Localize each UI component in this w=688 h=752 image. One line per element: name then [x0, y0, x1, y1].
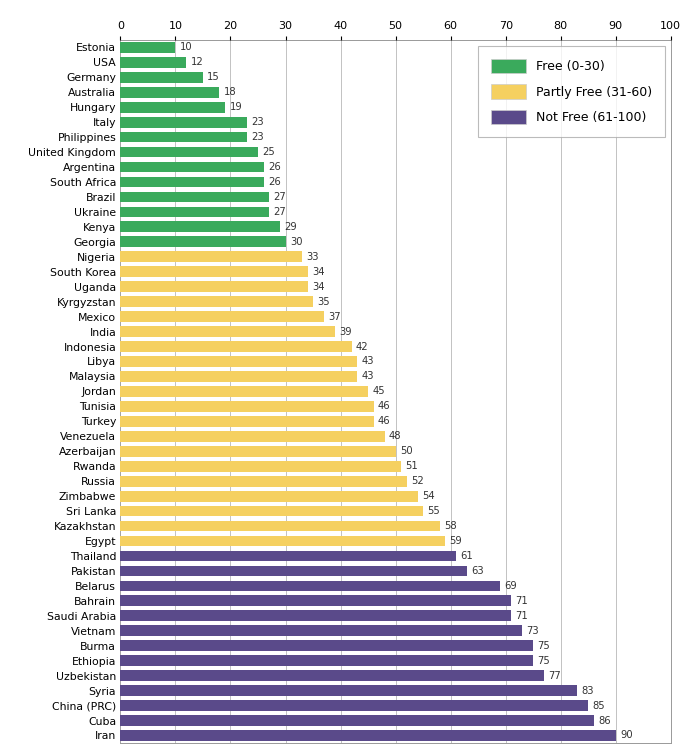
Bar — [120, 162, 264, 172]
Text: 10: 10 — [180, 42, 193, 53]
Text: 52: 52 — [411, 476, 424, 487]
Bar — [120, 86, 219, 98]
Text: 59: 59 — [449, 536, 462, 546]
Text: 39: 39 — [339, 326, 352, 337]
Bar — [120, 236, 286, 247]
Text: 75: 75 — [537, 656, 550, 666]
Text: 26: 26 — [268, 177, 281, 187]
Bar — [120, 476, 407, 487]
Text: 19: 19 — [229, 102, 242, 112]
Text: 34: 34 — [312, 282, 325, 292]
Bar — [120, 461, 401, 472]
Text: 35: 35 — [317, 296, 330, 307]
Bar — [120, 715, 594, 726]
Bar — [120, 132, 247, 142]
Text: 47 Country Score Comparison (0 = Most Free, 100 = Least Free): 47 Country Score Comparison (0 = Most Fr… — [14, 11, 491, 23]
Bar — [120, 341, 352, 352]
Bar — [120, 251, 302, 262]
Text: 43: 43 — [361, 356, 374, 366]
Bar — [120, 416, 374, 426]
Text: 23: 23 — [251, 132, 264, 142]
Bar — [120, 446, 396, 456]
Bar — [120, 566, 467, 576]
Text: 61: 61 — [460, 551, 473, 561]
Text: 43: 43 — [361, 371, 374, 381]
Text: 69: 69 — [504, 581, 517, 591]
Bar — [120, 670, 544, 681]
Bar — [120, 192, 269, 202]
Text: 15: 15 — [207, 72, 220, 82]
Bar — [120, 626, 522, 636]
Bar — [120, 177, 264, 187]
Bar — [120, 371, 357, 382]
Bar — [120, 431, 385, 441]
Bar — [120, 311, 324, 322]
Bar — [120, 581, 500, 591]
Text: 85: 85 — [592, 701, 605, 711]
Legend: Free (0-30), Partly Free (31-60), Not Free (61-100): Free (0-30), Partly Free (31-60), Not Fr… — [478, 46, 665, 137]
Bar — [120, 296, 313, 307]
Bar — [120, 491, 418, 502]
Bar — [120, 596, 511, 606]
Bar — [120, 386, 368, 397]
Text: 86: 86 — [598, 716, 611, 726]
Text: 26: 26 — [268, 162, 281, 172]
Bar — [120, 281, 308, 292]
Text: 48: 48 — [389, 432, 402, 441]
Text: 42: 42 — [356, 341, 369, 351]
Text: 46: 46 — [378, 402, 391, 411]
Bar — [120, 611, 511, 621]
Bar — [120, 326, 335, 337]
Bar — [120, 147, 258, 157]
Bar — [120, 207, 269, 217]
Text: 34: 34 — [312, 267, 325, 277]
Text: 58: 58 — [444, 521, 457, 531]
Text: 27: 27 — [273, 207, 286, 217]
Bar — [120, 266, 308, 277]
Text: 18: 18 — [224, 87, 237, 97]
Text: 55: 55 — [427, 506, 440, 516]
Bar — [120, 117, 247, 128]
Bar — [120, 520, 440, 532]
Text: 83: 83 — [581, 686, 594, 696]
Bar — [120, 57, 186, 68]
Bar — [120, 700, 588, 711]
Text: 45: 45 — [372, 387, 385, 396]
Bar — [120, 535, 445, 547]
Bar — [120, 72, 203, 83]
Bar — [120, 401, 374, 412]
Text: 25: 25 — [262, 147, 275, 157]
Bar — [120, 42, 175, 53]
Bar — [120, 505, 423, 517]
Text: 77: 77 — [548, 671, 561, 681]
Text: 75: 75 — [537, 641, 550, 650]
Text: 23: 23 — [251, 117, 264, 127]
Text: 50: 50 — [400, 446, 413, 456]
Text: 51: 51 — [405, 461, 418, 472]
Text: 37: 37 — [328, 311, 341, 322]
Text: 71: 71 — [515, 611, 528, 621]
Bar — [120, 356, 357, 367]
Text: 46: 46 — [378, 417, 391, 426]
Bar — [120, 655, 533, 666]
Text: 63: 63 — [471, 566, 484, 576]
Text: 30: 30 — [290, 237, 303, 247]
Bar — [120, 102, 225, 113]
Text: 90: 90 — [620, 730, 633, 741]
Text: 27: 27 — [273, 192, 286, 202]
Text: 71: 71 — [515, 596, 528, 606]
Text: 33: 33 — [306, 252, 319, 262]
Text: 12: 12 — [191, 57, 204, 67]
Bar — [120, 222, 280, 232]
Text: 54: 54 — [422, 491, 435, 501]
Bar — [120, 641, 533, 651]
Text: 29: 29 — [284, 222, 297, 232]
Bar — [120, 730, 616, 741]
Text: 73: 73 — [526, 626, 539, 635]
Bar — [120, 685, 577, 696]
Bar — [120, 550, 456, 561]
